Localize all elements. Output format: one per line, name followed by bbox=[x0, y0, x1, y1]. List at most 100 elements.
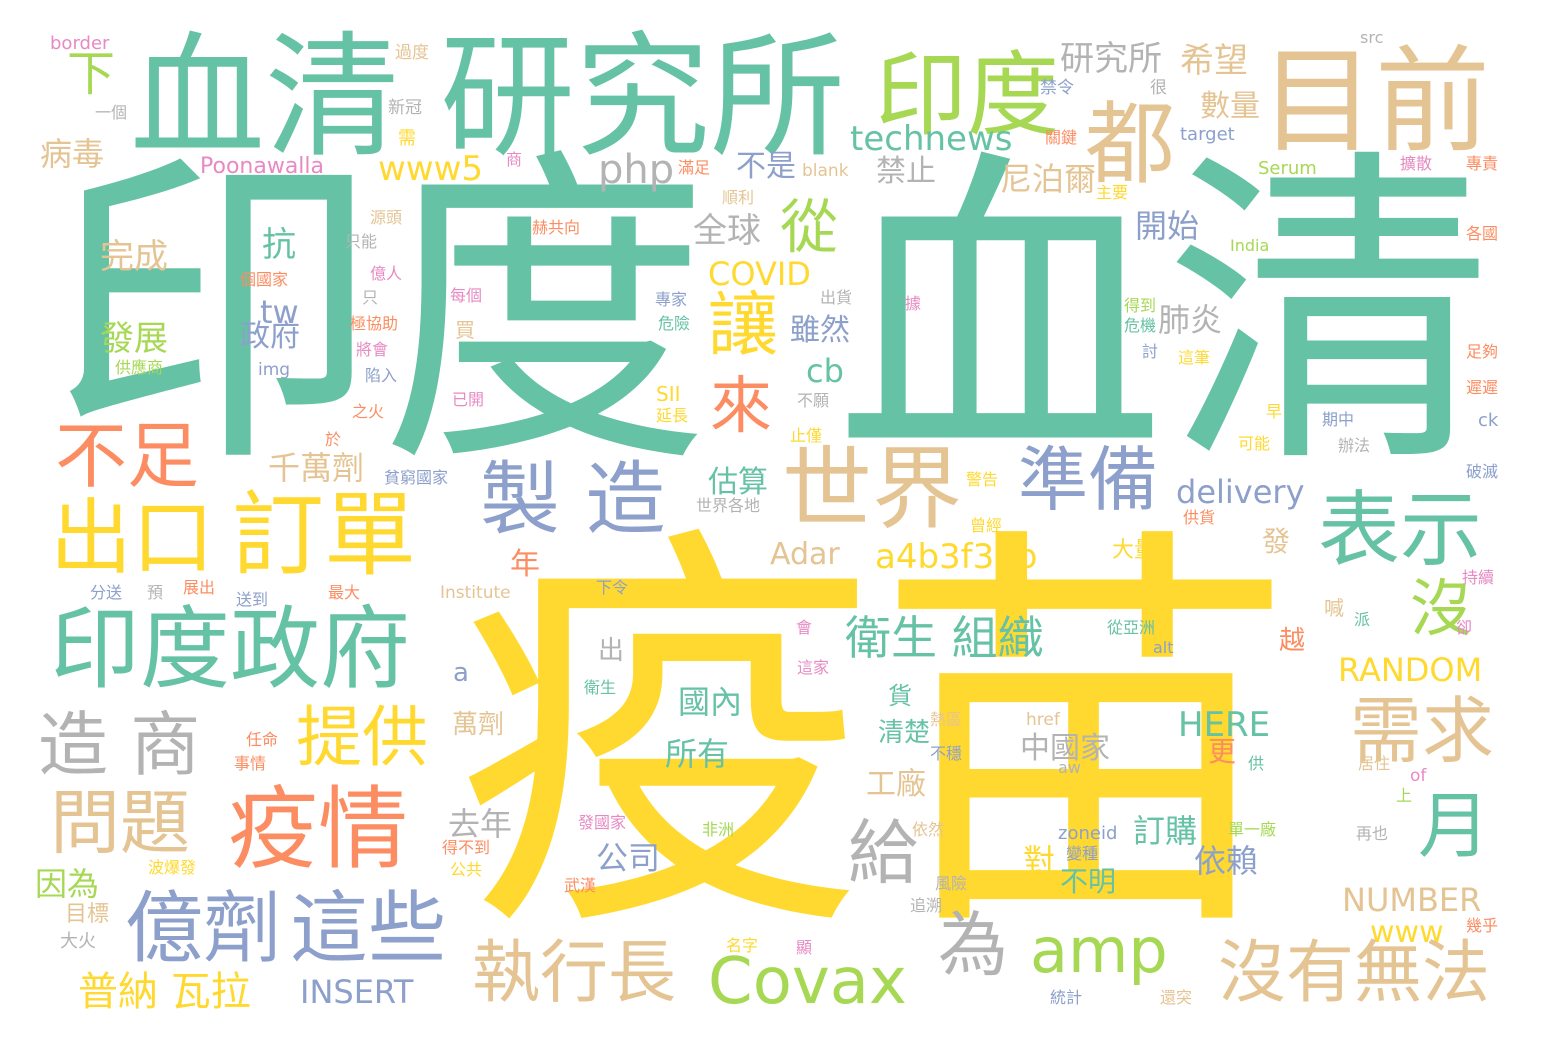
word-gei: 給 bbox=[848, 812, 918, 894]
word-weiji: 危機 bbox=[1124, 316, 1157, 335]
word-buyuan: 不願 bbox=[797, 391, 830, 410]
word-dingdan: 訂單 bbox=[232, 482, 417, 589]
word-mubiao: 目標 bbox=[65, 902, 110, 927]
word-zao: 早 bbox=[1266, 402, 1283, 421]
word-fazhan: 發展 bbox=[100, 319, 168, 359]
word-qizhong: 期中 bbox=[1322, 410, 1355, 429]
word-buming: 不明 bbox=[1060, 865, 1117, 898]
word-guanjian: 關鍵 bbox=[1045, 128, 1078, 147]
word-kuosan: 擴散 bbox=[1400, 154, 1433, 173]
word-yikai: 已開 bbox=[452, 390, 485, 409]
word-dinggou: 訂購 bbox=[1133, 812, 1198, 850]
word-yindu-zhengfu: 印度政府 bbox=[50, 597, 410, 702]
word-zaoshang: 造 商 bbox=[38, 704, 201, 786]
word-href: href bbox=[1026, 710, 1060, 730]
word-zoneid: zoneid bbox=[1058, 823, 1118, 844]
word-shijie: 世界 bbox=[782, 437, 962, 542]
word-guodu: 過度 bbox=[395, 43, 429, 63]
word-cb: cb bbox=[806, 352, 844, 390]
word-yimiao: 疫苗 bbox=[455, 495, 1295, 984]
word-ck: ck bbox=[1478, 410, 1499, 431]
word-wenti: 問題 bbox=[50, 782, 190, 864]
word-zugou: 足夠 bbox=[1466, 342, 1499, 361]
word-qianwanji: 千萬劑 bbox=[268, 449, 365, 487]
word-yiqing: 疫情 bbox=[228, 777, 408, 882]
word-geguojia: 個國家 bbox=[240, 270, 289, 289]
word-guonei: 國內 bbox=[678, 683, 743, 721]
word-adar: Adar bbox=[770, 537, 840, 572]
word-fa: 發 bbox=[1262, 525, 1291, 558]
word-jihu: 幾乎 bbox=[1466, 916, 1499, 935]
word-geng: 更 bbox=[1208, 735, 1237, 768]
word-geguo: 各國 bbox=[1466, 224, 1499, 243]
word-renming: 任命 bbox=[246, 730, 279, 749]
word-zhebi: 這筆 bbox=[1178, 348, 1211, 367]
word-zhunbei: 準備 bbox=[1018, 439, 1158, 521]
word-bushi: 不是 bbox=[736, 149, 796, 184]
word-zhuyao: 主要 bbox=[1096, 183, 1129, 202]
word-debudao: 得不到 bbox=[442, 838, 491, 857]
word-danyichang: 單一廠 bbox=[1228, 820, 1277, 839]
word-biaoshi: 表示 bbox=[1318, 483, 1483, 578]
word-que: 卻 bbox=[1456, 618, 1473, 637]
word-www5: www5 bbox=[378, 149, 484, 189]
word-blank: blank bbox=[802, 161, 849, 181]
word-xiwang: 希望 bbox=[1180, 41, 1248, 81]
word-gongyingshang: 供應商 bbox=[115, 358, 164, 377]
word-manzu: 滿足 bbox=[678, 158, 711, 177]
word-yindu-green: 印度 bbox=[875, 42, 1060, 149]
word-jinling: 禁令 bbox=[1040, 78, 1074, 98]
word-amp: amp bbox=[1030, 914, 1168, 987]
word-shang-up: 上 bbox=[1396, 786, 1413, 805]
word-yilai: 依賴 bbox=[1194, 842, 1259, 880]
word-yige: 一個 bbox=[95, 103, 128, 122]
word-dahuo: 大火 bbox=[60, 931, 96, 952]
word-weixian: 危險 bbox=[658, 314, 691, 333]
word-institute: Institute bbox=[440, 583, 511, 603]
word-qunian: 去年 bbox=[448, 805, 513, 843]
word-zhuanjia: 專家 bbox=[655, 290, 688, 309]
word-mei: 沒 bbox=[1410, 572, 1473, 645]
word-tao: 討 bbox=[1142, 342, 1159, 361]
word-wei: 為 bbox=[938, 904, 1008, 986]
word-xu: 需 bbox=[398, 128, 416, 149]
word-yindu-large: 印度 bbox=[50, 123, 710, 507]
word-muqian: 目前 bbox=[1260, 35, 1491, 169]
word-requ: 熱區 bbox=[930, 710, 963, 729]
word-zhanchu: 展出 bbox=[183, 578, 216, 597]
word-covid: COVID bbox=[708, 255, 811, 293]
word-insert: INSERT bbox=[300, 973, 414, 1011]
word-xialing: 下令 bbox=[596, 578, 629, 597]
word-delivery: delivery bbox=[1176, 473, 1305, 511]
word-pinqiongguojia: 貧窮國家 bbox=[384, 468, 449, 487]
word-lai: 來 bbox=[710, 369, 773, 442]
word-gonggong: 公共 bbox=[450, 860, 483, 879]
word-gong: 供 bbox=[1248, 754, 1265, 773]
word-congyazhou: 從亞洲 bbox=[1107, 618, 1156, 637]
word-chichi: 遲遲 bbox=[1466, 378, 1499, 397]
word-songdao: 送到 bbox=[236, 590, 269, 609]
word-jinzhi: 禁止 bbox=[876, 154, 936, 189]
word-dui: 對 bbox=[1023, 842, 1056, 880]
word-kaishi: 開始 bbox=[1135, 207, 1200, 245]
word-shang: 商 bbox=[506, 150, 523, 169]
word-chu: 出 bbox=[598, 636, 625, 666]
word-cengjing: 曾經 bbox=[970, 516, 1003, 535]
word-img: img bbox=[258, 360, 291, 380]
word-yanjiusuo: 研究所 bbox=[440, 19, 845, 176]
word-covax: Covax bbox=[708, 945, 907, 1019]
word-weisheng-small: 衛生 bbox=[584, 678, 617, 697]
word-xianru: 陷入 bbox=[365, 366, 398, 385]
word-shunli: 順利 bbox=[722, 188, 755, 207]
word-a: a bbox=[453, 658, 469, 688]
word-niboer: 尼泊爾 bbox=[1000, 160, 1097, 198]
word-shiqing: 事情 bbox=[234, 754, 267, 773]
word-juzhu: 居住 bbox=[1358, 754, 1391, 773]
word-wancheng: 完成 bbox=[100, 237, 168, 277]
word-yanchang: 延長 bbox=[656, 406, 689, 425]
word-dedao: 得到 bbox=[1124, 296, 1157, 315]
word-shijiegedi: 世界各地 bbox=[696, 496, 761, 515]
word-mai: 買 bbox=[455, 318, 475, 342]
word-xueqing: 血清 bbox=[130, 19, 400, 176]
